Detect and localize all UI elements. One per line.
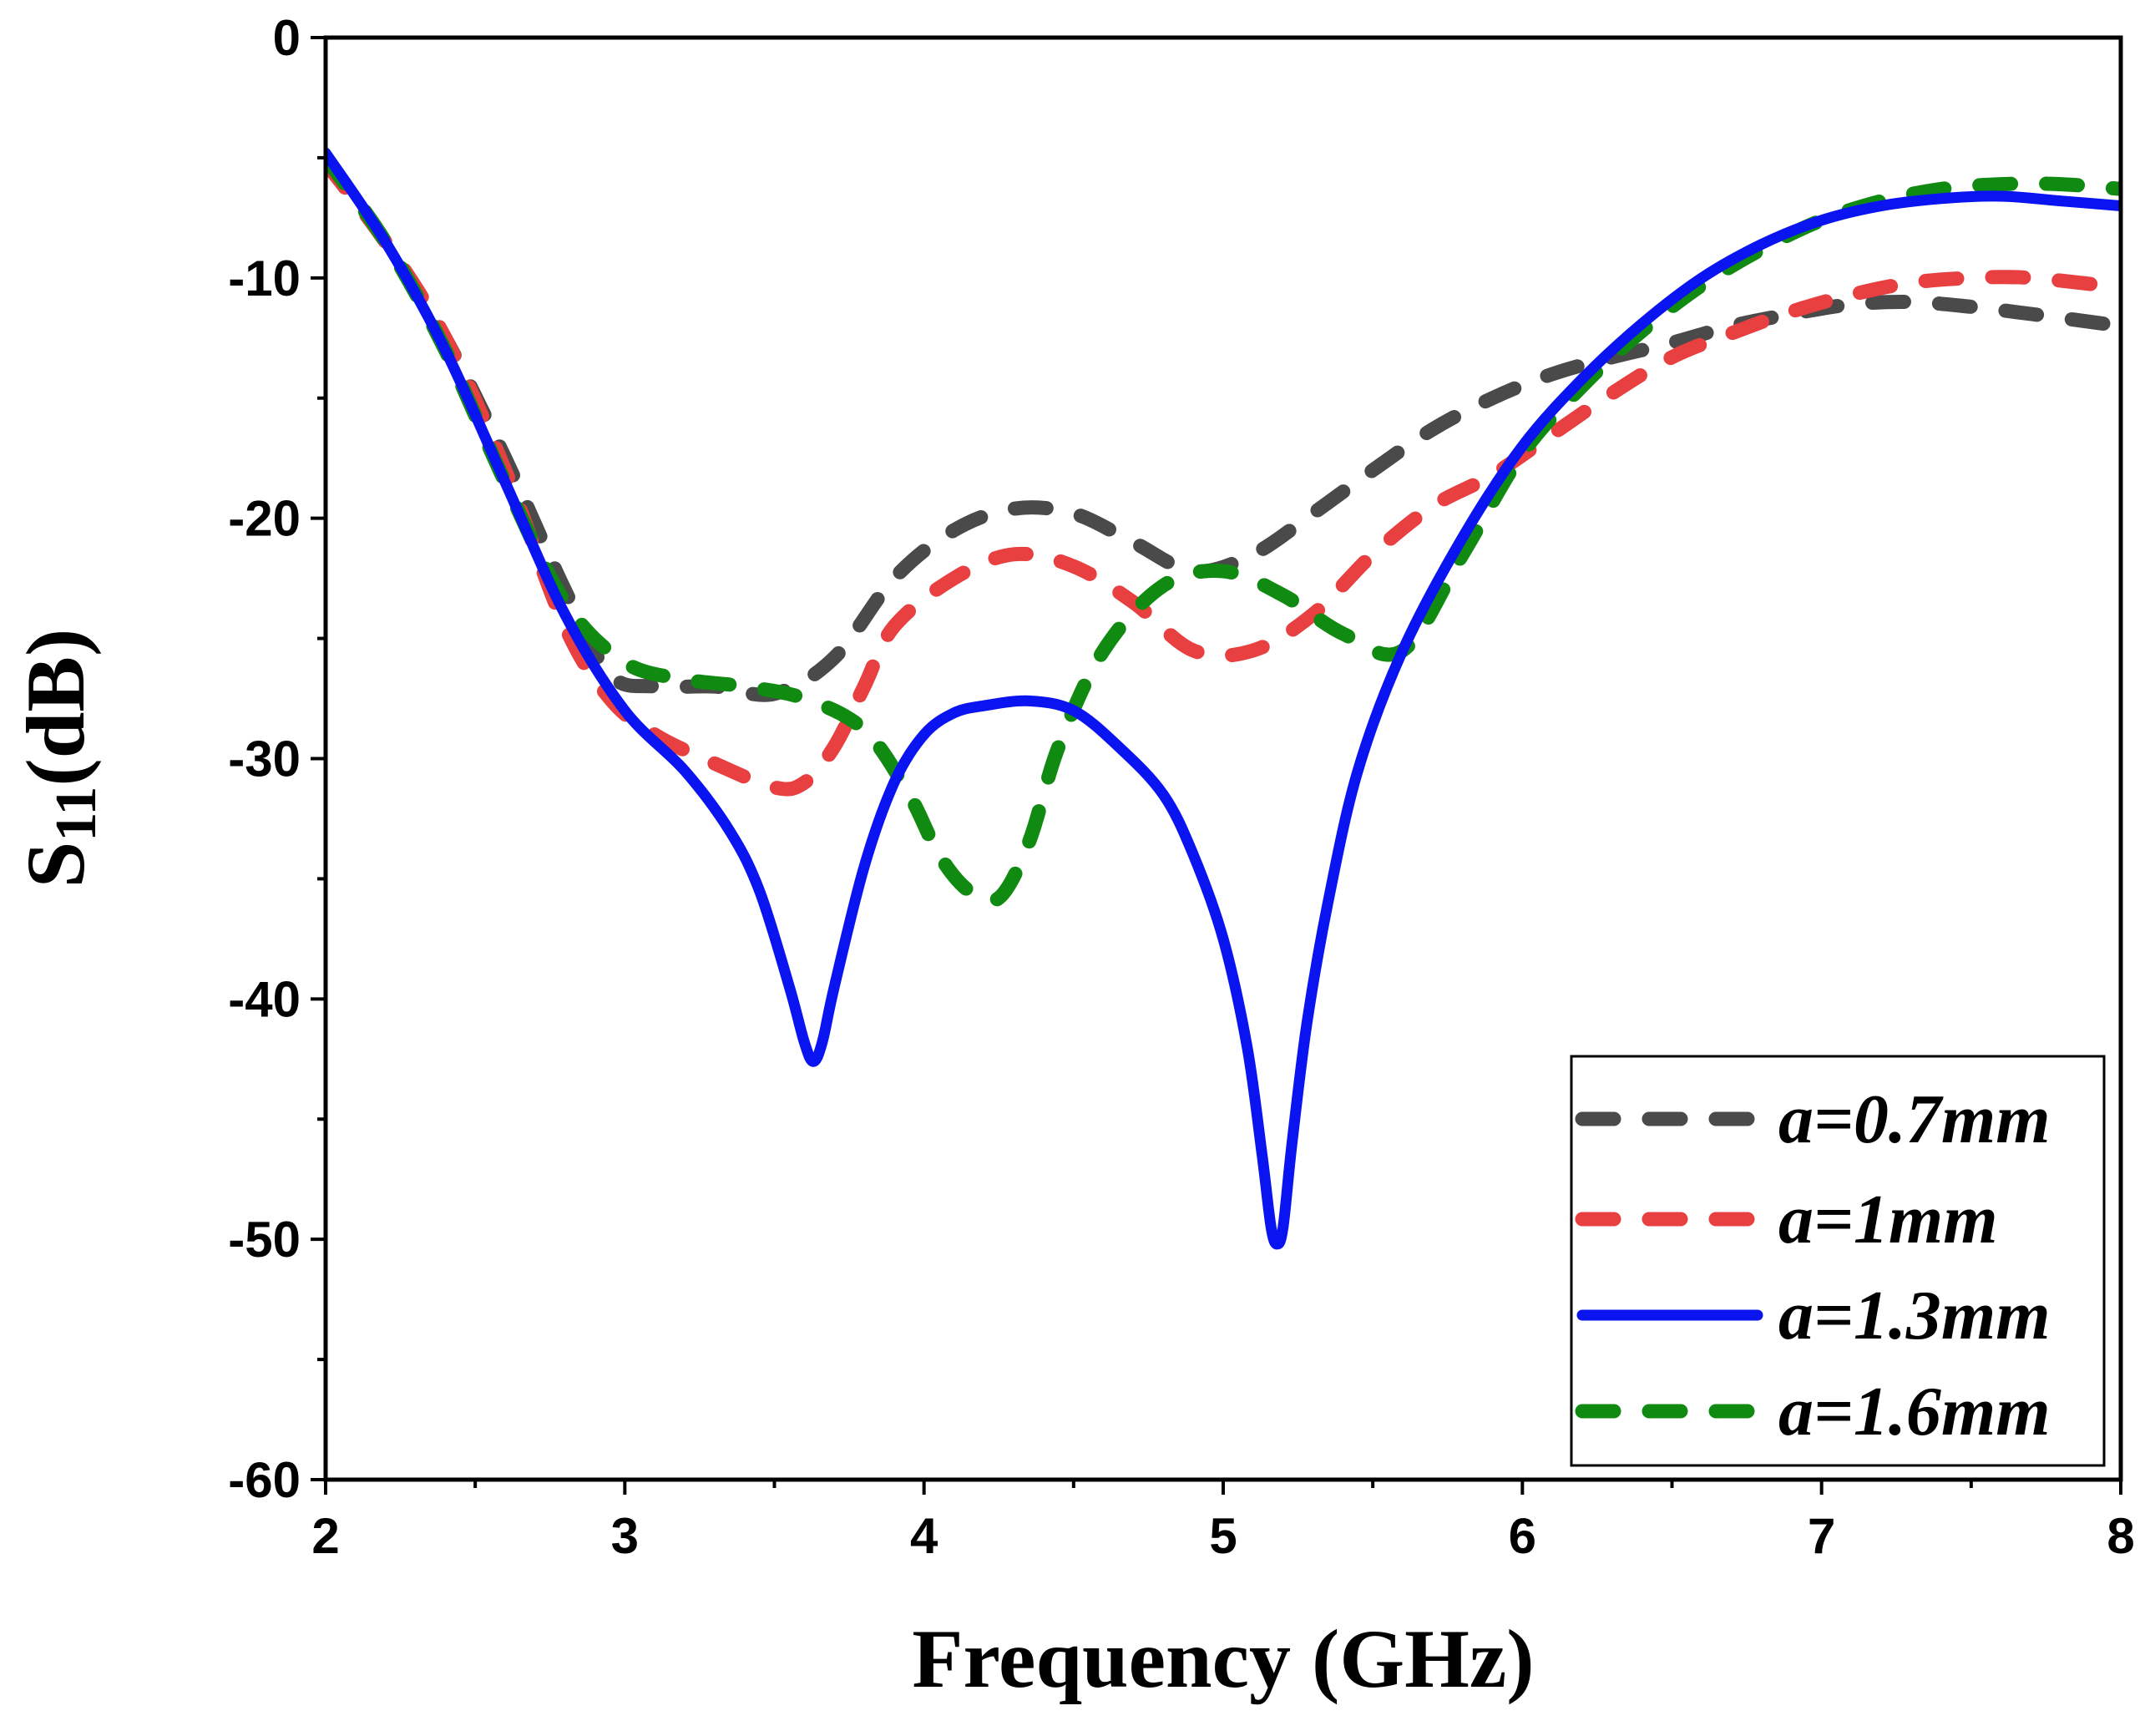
y-axis-title: S11(dB) [9,629,109,888]
x-tick-label: 8 [2107,1508,2134,1564]
legend: a=0.7mm a=1mm a=1.3mm a=1.6mm [1570,1055,2106,1467]
legend-label-a-1-3mm: a=1.3mm [1778,1277,2051,1354]
x-tick-label: 5 [1209,1508,1237,1564]
y-axis-title-tail: (dB) [9,629,102,787]
y-tick-label: -10 [228,251,301,306]
x-tick-label: 6 [1509,1508,1536,1564]
legend-label-a-1mm: a=1mm [1778,1181,1998,1258]
tick-layer [311,36,2122,1495]
label-layer: 2 3 4 5 6 7 8 0 -10 -20 -30 -40 -50 -60 [228,10,2134,1564]
x-axis-title: Frequency (GHz) [912,1612,1534,1705]
y-tick-label: -40 [228,971,301,1027]
y-tick-label: -50 [228,1212,301,1268]
y-tick-label: -60 [228,1452,301,1508]
x-tick-label: 2 [311,1508,339,1564]
series-line-a-1mm [326,155,2121,797]
y-tick-label: -20 [228,491,301,547]
series-line-a-1-6mm [326,150,2121,908]
series-line-a-1-3mm [326,147,2121,1250]
y-tick-label: 0 [273,10,301,66]
y-axis-title-main: S [9,842,102,888]
series-line-a-0-7mm [326,155,2121,702]
y-tick-label: -30 [228,731,301,787]
x-tick-label: 7 [1808,1508,1835,1564]
series-layer [326,147,2121,1250]
legend-label-a-1-6mm: a=1.6mm [1778,1373,2051,1450]
y-axis-title-sub: 11 [44,787,109,842]
legend-label-a-0-7mm: a=0.7mm [1778,1081,2051,1158]
x-tick-label: 4 [910,1508,938,1564]
x-tick-label: 3 [611,1508,639,1564]
